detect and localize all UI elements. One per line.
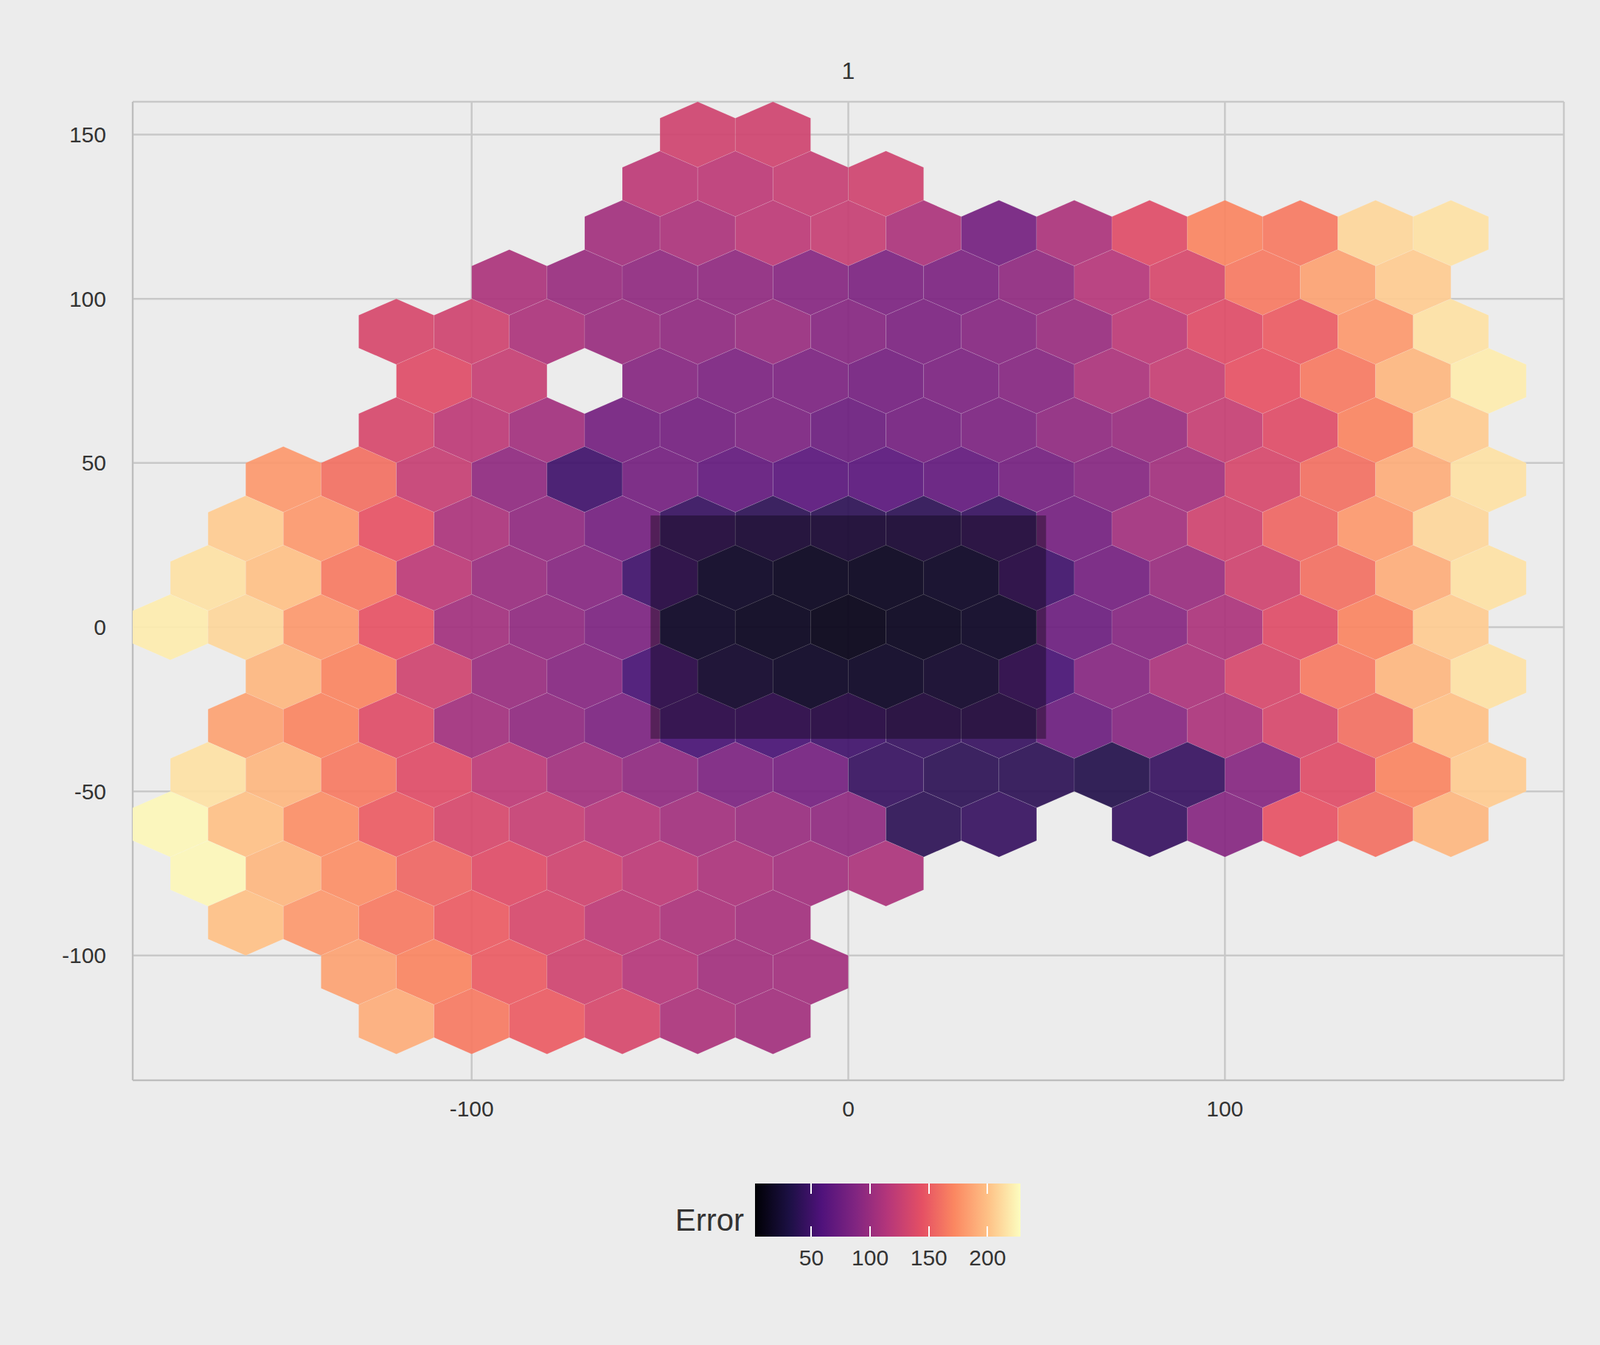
html-text:150: 150 bbox=[910, 1245, 948, 1270]
html-text:200: 200 bbox=[969, 1245, 1007, 1270]
html-text:100: 100 bbox=[851, 1245, 889, 1270]
svg-text:-100: -100 bbox=[61, 943, 107, 968]
svg-text:150: 150 bbox=[69, 122, 107, 147]
svg-text:0: 0 bbox=[93, 614, 107, 640]
svg-text:50: 50 bbox=[81, 450, 107, 475]
svg-text:-100: -100 bbox=[449, 1096, 495, 1121]
svg-text:-50: -50 bbox=[74, 779, 107, 804]
svg-text:100: 100 bbox=[69, 286, 107, 312]
svg-text:0: 0 bbox=[842, 1096, 855, 1121]
html-text:Error: Error bbox=[675, 1202, 744, 1238]
svg-text:100: 100 bbox=[1206, 1096, 1244, 1121]
html-text:50: 50 bbox=[799, 1245, 824, 1270]
html-text:1: 1 bbox=[841, 57, 855, 85]
